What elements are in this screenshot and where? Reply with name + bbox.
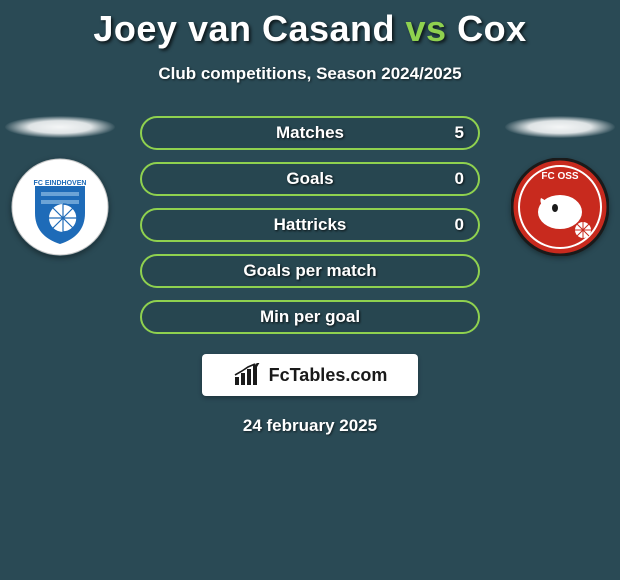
subtitle: Club competitions, Season 2024/2025 — [0, 64, 620, 84]
title-player2: Cox — [457, 8, 527, 49]
crest-shadow — [5, 116, 115, 138]
crest-shadow — [505, 116, 615, 138]
stat-right-value: 0 — [455, 215, 464, 235]
club-crest-right-icon: FC OSS — [511, 158, 609, 256]
crest-left-label: FC EINDHOVEN — [34, 180, 87, 187]
content: FC EINDHOVEN FC OSS — [0, 116, 620, 436]
stat-right-value: 0 — [455, 169, 464, 189]
stat-label: Goals — [286, 169, 333, 189]
stat-label: Hattricks — [274, 215, 347, 235]
page-title: Joey van Casand vs Cox — [0, 0, 620, 50]
stats-list: Matches 5 Goals 0 Hattricks 0 Goals per … — [140, 116, 480, 334]
brand-box: FcTables.com — [202, 354, 418, 396]
stat-label: Min per goal — [260, 307, 360, 327]
stat-row-min-per-goal: Min per goal — [140, 300, 480, 334]
stat-row-matches: Matches 5 — [140, 116, 480, 150]
stat-row-hattricks: Hattricks 0 — [140, 208, 480, 242]
stat-label: Matches — [276, 123, 344, 143]
title-vs: vs — [395, 8, 457, 49]
club-crest-left-icon: FC EINDHOVEN — [11, 158, 109, 256]
club-crest-left: FC EINDHOVEN — [11, 158, 109, 256]
stat-label: Goals per match — [243, 261, 376, 281]
stat-right-value: 5 — [455, 123, 464, 143]
stat-row-goals-per-match: Goals per match — [140, 254, 480, 288]
title-player1: Joey van Casand — [93, 8, 395, 49]
crest-left-wrap: FC EINDHOVEN — [0, 116, 120, 256]
club-crest-right: FC OSS — [511, 158, 609, 256]
brand-text: FcTables.com — [269, 365, 388, 386]
stat-row-goals: Goals 0 — [140, 162, 480, 196]
crest-right-wrap: FC OSS — [500, 116, 620, 256]
footer-date: 24 february 2025 — [0, 416, 620, 436]
crest-right-label: FC OSS — [541, 171, 579, 182]
bar-chart-icon — [233, 363, 263, 387]
